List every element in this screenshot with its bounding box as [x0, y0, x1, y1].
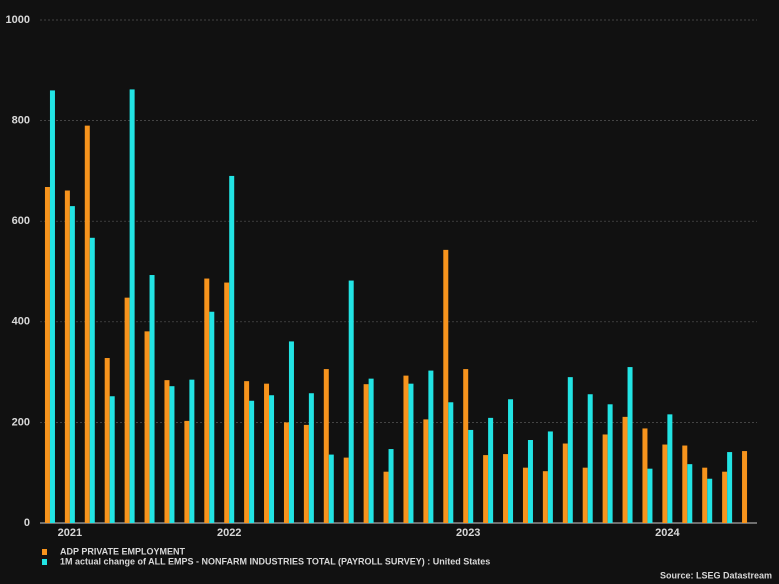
- bar: [348, 280, 354, 523]
- x-tick-label: 2022: [217, 527, 241, 539]
- bar: [587, 394, 593, 523]
- bar: [129, 89, 135, 523]
- bar: [104, 358, 110, 523]
- bar: [303, 424, 309, 523]
- legend-label: ADP PRIVATE EMPLOYMENT: [60, 546, 186, 556]
- bar: [503, 454, 509, 523]
- bar: [508, 399, 514, 523]
- y-tick-label: 1000: [6, 14, 30, 26]
- source: Source: LSEG Datastream: [660, 570, 772, 580]
- bar: [468, 429, 474, 523]
- bar: [149, 275, 155, 523]
- bar: [642, 428, 648, 523]
- bar: [164, 380, 170, 523]
- bar: [44, 186, 50, 523]
- bar: [542, 471, 548, 523]
- legend-swatch: [42, 559, 47, 565]
- bar: [702, 467, 708, 523]
- bar: [423, 419, 429, 523]
- bar: [582, 467, 588, 523]
- bar: [189, 379, 195, 523]
- bar: [687, 464, 693, 523]
- bar: [49, 90, 55, 524]
- bar: [647, 468, 653, 523]
- bar: [547, 431, 553, 523]
- bar: [602, 434, 608, 523]
- bar: [64, 190, 70, 523]
- bar: [124, 297, 130, 523]
- bar: [209, 311, 215, 523]
- bar: [408, 383, 414, 523]
- bar: [288, 341, 294, 523]
- bar: [622, 416, 628, 523]
- bar: [607, 404, 613, 523]
- x-tick-label: 2023: [456, 527, 480, 539]
- bar: [323, 369, 329, 523]
- bar: [224, 282, 230, 523]
- bar: [627, 367, 633, 523]
- bar: [403, 375, 409, 523]
- bar: [448, 402, 454, 523]
- bar: [264, 383, 270, 523]
- bar: [249, 400, 255, 523]
- bar: [562, 443, 568, 523]
- y-tick-label: 200: [12, 416, 30, 428]
- bar: [428, 370, 434, 523]
- bar: [667, 414, 673, 523]
- bar: [269, 395, 275, 523]
- bar: [722, 471, 728, 523]
- bar: [244, 381, 250, 523]
- bar: [488, 417, 494, 523]
- bar: [522, 467, 528, 523]
- legend-label: 1M actual change of ALL EMPS - NONFARM I…: [60, 556, 490, 566]
- bar: [343, 457, 349, 523]
- bar: [682, 445, 688, 523]
- bar: [742, 451, 748, 523]
- bar: [363, 384, 369, 523]
- bar: [328, 454, 334, 523]
- x-tick-label: 2024: [655, 527, 680, 539]
- bar: [388, 449, 394, 523]
- bar: [169, 386, 175, 523]
- bar: [229, 175, 235, 523]
- bar: [662, 444, 668, 523]
- bar: [707, 478, 713, 523]
- bar: [84, 125, 90, 523]
- bar: [184, 420, 190, 523]
- bar: [463, 369, 469, 523]
- bar: [443, 249, 449, 523]
- y-tick-label: 800: [12, 115, 30, 127]
- bar: [89, 237, 95, 523]
- bar: [483, 455, 489, 523]
- x-tick-label: 2021: [58, 527, 82, 539]
- bar: [109, 396, 115, 523]
- bar: [383, 471, 389, 523]
- y-tick-label: 0: [24, 517, 30, 529]
- bar: [567, 377, 573, 523]
- bar: [527, 440, 533, 523]
- bar: [204, 278, 210, 523]
- bar: [308, 393, 314, 523]
- bar: [69, 206, 75, 524]
- bar: [144, 331, 150, 523]
- y-tick-label: 600: [12, 215, 30, 227]
- y-tick-label: 400: [12, 316, 30, 328]
- bar: [283, 422, 289, 523]
- bar: [368, 378, 374, 523]
- legend-swatch: [42, 549, 47, 555]
- bar: [727, 452, 733, 523]
